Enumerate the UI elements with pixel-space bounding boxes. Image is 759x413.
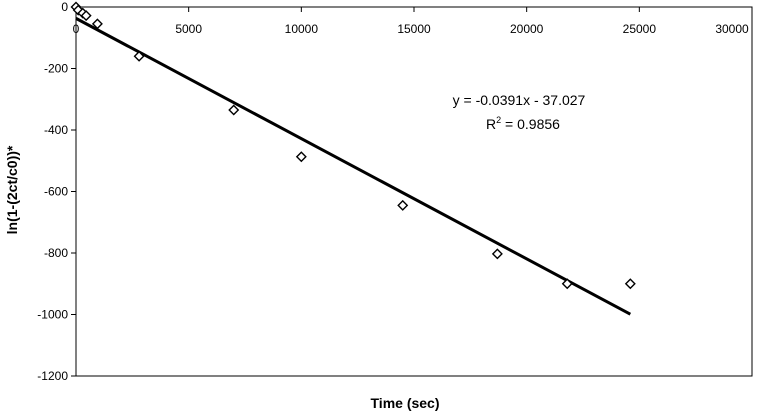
data-point-marker [295,151,307,163]
x-tick-label: 5000 [175,22,202,36]
data-point-marker [91,18,103,30]
data-point-marker [397,199,409,211]
y-axis-title: ln(1-(2ct/c0))* [4,145,20,234]
data-point-marker [80,10,92,22]
data-point-marker [624,278,636,290]
data-points [70,1,636,290]
y-tick-label: -200 [44,62,68,76]
x-tick-label: 30000 [715,22,749,36]
x-tick-label: 0 [73,22,80,36]
trendline [75,17,632,316]
y-tick-label: -1000 [37,308,68,322]
r-squared-sup: 2 [496,115,501,125]
data-point-marker [491,248,503,260]
x-tick-label: 25000 [623,22,657,36]
axis-ticks [71,6,753,377]
y-tick-label: -400 [44,123,68,137]
y-tick-label: -600 [44,185,68,199]
r-squared-prefix: R [486,116,496,132]
r-squared-value: = 0.9856 [501,116,560,132]
y-tick-label: 0 [61,0,68,14]
x-tick-label: 15000 [397,22,431,36]
chart-frame [75,6,753,377]
data-point-marker [561,278,573,290]
x-tick-labels: 0 5000 10000 15000 20000 25000 30000 [73,22,749,36]
data-point-marker [228,104,240,116]
trendline-r-squared: R2 = 0.9856 [486,115,560,132]
y-tick-label: -1200 [37,369,68,383]
y-tick-label: -800 [44,246,68,260]
x-axis-title: Time (sec) [371,395,440,411]
y-tick-labels: 0 -200 -400 -600 -800 -1000 -1200 [37,0,68,383]
x-tick-label: 20000 [510,22,544,36]
trendline-equation: y = -0.0391x - 37.027 [453,92,586,108]
data-point-marker [133,50,145,62]
x-tick-label: 10000 [285,22,319,36]
